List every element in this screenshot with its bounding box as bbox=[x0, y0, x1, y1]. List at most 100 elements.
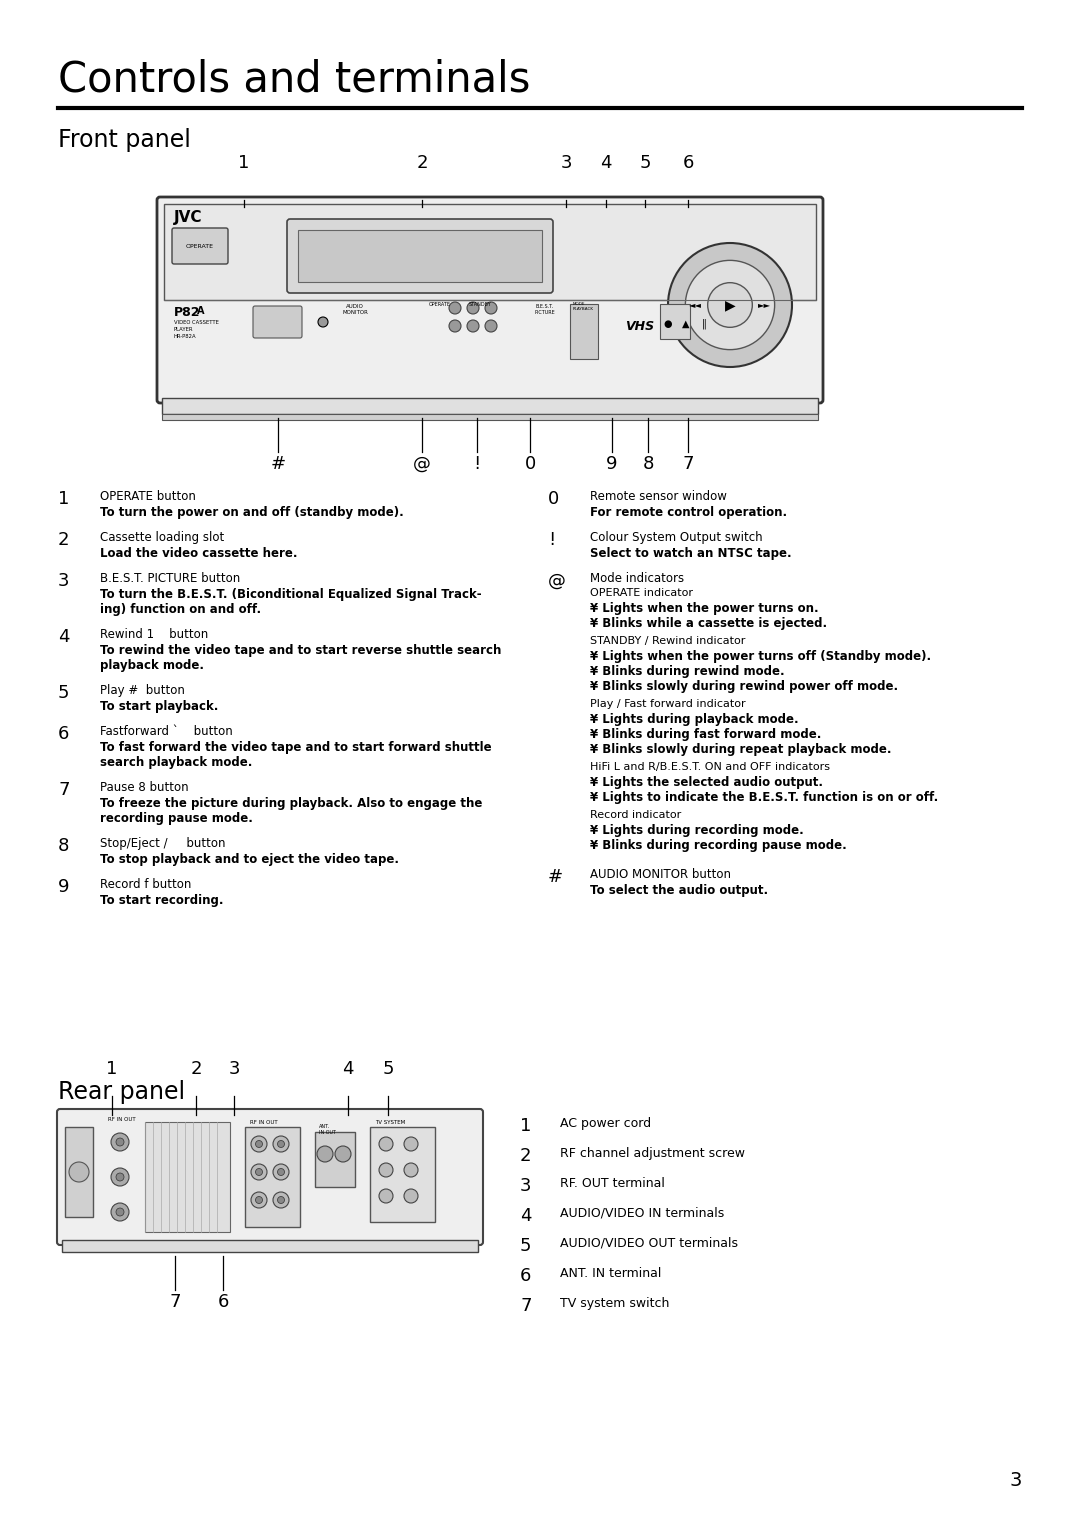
Text: P82: P82 bbox=[174, 307, 201, 319]
Text: Controls and terminals: Controls and terminals bbox=[58, 58, 530, 101]
Bar bbox=[62, 1241, 478, 1251]
Text: AC power cord: AC power cord bbox=[561, 1117, 651, 1129]
Text: 0: 0 bbox=[525, 455, 536, 473]
Text: ▲: ▲ bbox=[683, 319, 690, 330]
Text: Record f button: Record f button bbox=[100, 877, 191, 891]
Text: 1: 1 bbox=[519, 1117, 531, 1135]
Text: OPERATE indicator: OPERATE indicator bbox=[590, 588, 693, 598]
Text: AUDIO/VIDEO IN terminals: AUDIO/VIDEO IN terminals bbox=[561, 1207, 725, 1219]
Text: ¥ Blinks slowly during rewind power off mode.: ¥ Blinks slowly during rewind power off … bbox=[590, 681, 899, 693]
Text: 8: 8 bbox=[643, 455, 653, 473]
Text: Rear panel: Rear panel bbox=[58, 1080, 185, 1103]
Text: VIDEO CASSETTE: VIDEO CASSETTE bbox=[174, 320, 219, 325]
Text: PLAYER: PLAYER bbox=[174, 327, 193, 333]
Text: AUDIO MONITOR button: AUDIO MONITOR button bbox=[590, 868, 731, 881]
FancyBboxPatch shape bbox=[172, 227, 228, 264]
Text: MODE
PLAYBACK: MODE PLAYBACK bbox=[573, 302, 594, 311]
Text: @: @ bbox=[413, 455, 431, 473]
Circle shape bbox=[69, 1161, 89, 1183]
Circle shape bbox=[404, 1189, 418, 1202]
Circle shape bbox=[404, 1163, 418, 1177]
Text: 3: 3 bbox=[228, 1061, 240, 1077]
Text: To stop playback and to eject the video tape.: To stop playback and to eject the video … bbox=[100, 853, 399, 865]
Bar bbox=[660, 304, 690, 339]
FancyBboxPatch shape bbox=[287, 220, 553, 293]
Circle shape bbox=[256, 1140, 262, 1148]
Text: 3: 3 bbox=[519, 1177, 531, 1195]
Text: To start recording.: To start recording. bbox=[100, 894, 224, 906]
Circle shape bbox=[449, 320, 461, 333]
Text: 2: 2 bbox=[190, 1061, 202, 1077]
Circle shape bbox=[335, 1146, 351, 1161]
Text: 7: 7 bbox=[170, 1293, 180, 1311]
Text: 3: 3 bbox=[1010, 1471, 1022, 1489]
Text: 6: 6 bbox=[58, 725, 69, 743]
Text: VHS: VHS bbox=[625, 320, 654, 333]
Text: HiFi L and R/B.E.S.T. ON and OFF indicators: HiFi L and R/B.E.S.T. ON and OFF indicat… bbox=[590, 761, 831, 772]
Circle shape bbox=[111, 1167, 129, 1186]
Text: ▶: ▶ bbox=[725, 298, 735, 311]
Text: ◄◄: ◄◄ bbox=[689, 301, 702, 310]
Circle shape bbox=[467, 302, 480, 314]
Circle shape bbox=[116, 1138, 124, 1146]
Text: ¥ Blinks during recording pause mode.: ¥ Blinks during recording pause mode. bbox=[590, 839, 847, 852]
Circle shape bbox=[318, 1146, 333, 1161]
Circle shape bbox=[707, 282, 753, 327]
Text: @: @ bbox=[548, 572, 566, 591]
Circle shape bbox=[278, 1196, 284, 1204]
Text: OPERATE: OPERATE bbox=[429, 302, 451, 307]
Circle shape bbox=[116, 1173, 124, 1181]
Text: AUDIO/VIDEO OUT terminals: AUDIO/VIDEO OUT terminals bbox=[561, 1238, 738, 1250]
Text: To fast forward the video tape and to start forward shuttle: To fast forward the video tape and to st… bbox=[100, 742, 491, 754]
Text: 0: 0 bbox=[548, 490, 559, 508]
Text: AUDIO
MONITOR: AUDIO MONITOR bbox=[342, 304, 368, 314]
Text: 2: 2 bbox=[519, 1148, 531, 1164]
Bar bbox=[164, 204, 816, 301]
Bar bbox=[65, 1128, 93, 1218]
Text: #: # bbox=[270, 455, 285, 473]
Text: Rewind 1    button: Rewind 1 button bbox=[100, 629, 208, 641]
Text: Fastforward `    button: Fastforward ` button bbox=[100, 725, 233, 739]
Text: ¥ Lights during recording mode.: ¥ Lights during recording mode. bbox=[590, 824, 804, 836]
Bar bbox=[145, 1122, 230, 1231]
Text: B.E.S.T. PICTURE button: B.E.S.T. PICTURE button bbox=[100, 572, 240, 584]
Text: HR-P82A: HR-P82A bbox=[174, 334, 197, 339]
Text: ►►: ►► bbox=[758, 301, 771, 310]
Text: ANT.
IN OUT: ANT. IN OUT bbox=[319, 1125, 336, 1135]
Text: Stop/Eject /     button: Stop/Eject / button bbox=[100, 836, 226, 850]
Circle shape bbox=[273, 1192, 289, 1209]
Text: !: ! bbox=[473, 455, 481, 473]
FancyBboxPatch shape bbox=[57, 1109, 483, 1245]
Circle shape bbox=[379, 1137, 393, 1151]
Text: 1: 1 bbox=[106, 1061, 118, 1077]
Text: 3: 3 bbox=[58, 572, 69, 591]
Text: Play / Fast forward indicator: Play / Fast forward indicator bbox=[590, 699, 745, 710]
Text: OPERATE button: OPERATE button bbox=[100, 490, 195, 504]
FancyBboxPatch shape bbox=[253, 307, 302, 337]
Text: !: ! bbox=[548, 531, 555, 549]
FancyBboxPatch shape bbox=[157, 197, 823, 403]
Text: Select to watch an NTSC tape.: Select to watch an NTSC tape. bbox=[590, 546, 792, 560]
Text: 1: 1 bbox=[58, 490, 69, 508]
Text: ¥ Lights to indicate the B.E.S.T. function is on or off.: ¥ Lights to indicate the B.E.S.T. functi… bbox=[590, 790, 939, 804]
Text: A: A bbox=[197, 307, 204, 316]
Bar bbox=[315, 1132, 355, 1187]
Text: To turn the power on and off (standby mode).: To turn the power on and off (standby mo… bbox=[100, 507, 404, 519]
Circle shape bbox=[278, 1140, 284, 1148]
Text: TV system switch: TV system switch bbox=[561, 1297, 670, 1309]
Circle shape bbox=[273, 1135, 289, 1152]
Text: 5: 5 bbox=[382, 1061, 394, 1077]
Text: 6: 6 bbox=[519, 1267, 531, 1285]
Circle shape bbox=[111, 1132, 129, 1151]
Bar bbox=[162, 398, 818, 414]
Circle shape bbox=[485, 302, 497, 314]
Text: To select the audio output.: To select the audio output. bbox=[590, 884, 768, 897]
Text: ¥ Blinks during rewind mode.: ¥ Blinks during rewind mode. bbox=[590, 665, 785, 678]
Text: playback mode.: playback mode. bbox=[100, 659, 204, 671]
Text: Front panel: Front panel bbox=[58, 128, 191, 153]
Text: ¥ Lights when the power turns on.: ¥ Lights when the power turns on. bbox=[590, 601, 819, 615]
Circle shape bbox=[669, 243, 792, 366]
Text: Play #  button: Play # button bbox=[100, 684, 185, 697]
Bar bbox=[570, 304, 598, 359]
Text: Remote sensor window: Remote sensor window bbox=[590, 490, 727, 504]
